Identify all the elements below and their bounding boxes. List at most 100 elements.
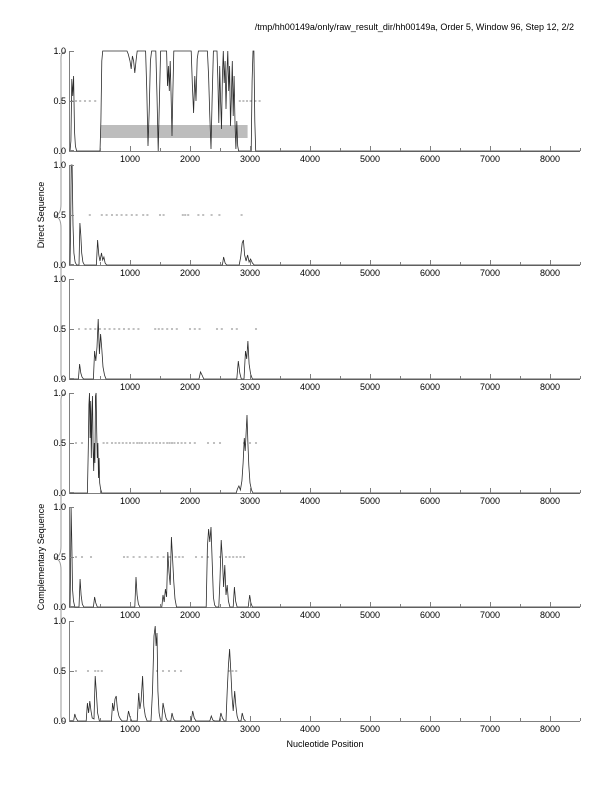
complementary-frame-3-xtick-minor xyxy=(160,718,161,721)
complementary-frame-2-mark xyxy=(235,556,238,558)
direct-frame-3-mark xyxy=(113,328,116,330)
complementary-frame-1-xtick-minor xyxy=(580,490,581,493)
complementary-frame-2-xtick xyxy=(550,602,551,607)
complementary-frame-2-xtick-label: 7000 xyxy=(479,610,501,620)
direct-frame-1-curve xyxy=(70,51,580,151)
complementary-frame-2-ytick-label: 0.0 xyxy=(53,602,66,612)
complementary-frame-1-ytick-label: 1.0 xyxy=(53,388,66,398)
complementary-frame-1-mark xyxy=(80,442,84,444)
complementary-frame-3-xtick-label: 3000 xyxy=(239,724,261,734)
complementary-frame-3-mark xyxy=(155,670,159,672)
direct-frame-2-curve xyxy=(70,165,580,265)
complementary-frame-1-mark xyxy=(118,442,121,444)
direct-frame-2-xtick-minor xyxy=(340,262,341,265)
direct-frame-3-mark xyxy=(84,328,87,330)
complementary-frame-3-xtick xyxy=(370,716,371,721)
direct-frame-3-mark xyxy=(108,328,111,330)
direct-frame-3-mark xyxy=(137,328,140,330)
complementary-frame-3-xtick-label: 7000 xyxy=(479,724,501,734)
direct-frame-1-xtick xyxy=(490,146,491,151)
direct-frame-3-xtick-label: 1000 xyxy=(119,382,141,392)
complementary-frame-1-mark xyxy=(151,442,154,444)
complementary-frame-1-mark xyxy=(184,442,187,444)
direct-frame-3-xtick-label: 4000 xyxy=(299,382,321,392)
direct-frame-3-xtick xyxy=(190,374,191,379)
direct-frame-2-xtick xyxy=(370,260,371,265)
direct-frame-2-xtick-minor xyxy=(460,262,461,265)
direct-frame-3-mark xyxy=(166,328,169,330)
complementary-frame-1-mark xyxy=(110,442,114,444)
direct-frame-2-xtick-minor xyxy=(100,262,101,265)
complementary-frame-2-ytick xyxy=(70,606,74,607)
complementary-frame-1-mark xyxy=(168,442,171,444)
direct-frame-1-xtick xyxy=(190,146,191,151)
direct-frame-3-xtick-minor xyxy=(340,376,341,379)
complementary-frame-3-xtick xyxy=(550,716,551,721)
direct-frame-3-xtick-minor xyxy=(280,376,281,379)
complementary-frame-1-mark xyxy=(158,442,162,444)
complementary-frame-1-mark xyxy=(212,442,216,444)
complementary-frame-3-mark xyxy=(86,670,90,672)
direct-frame-2-axes xyxy=(69,165,580,266)
direct-frame-3-xtick xyxy=(250,374,251,379)
direct-frame-3-xtick-minor xyxy=(400,376,401,379)
complementary-frame-3-mark xyxy=(231,670,234,672)
complementary-frame-1-mark xyxy=(74,442,78,444)
direct-frame-1-axes xyxy=(69,51,580,152)
direct-frame-3-xtick-minor xyxy=(580,376,581,379)
direct-frame-3-mark xyxy=(77,328,81,330)
direct-frame-2-mark xyxy=(181,214,184,216)
direct-frame-1-mark xyxy=(242,100,245,102)
complementary-frame-2-xtick-label: 3000 xyxy=(239,610,261,620)
complementary-frame-1-ytick xyxy=(70,393,74,394)
complementary-frame-3-mark xyxy=(161,670,165,672)
complementary-frame-3-xtick-minor xyxy=(100,718,101,721)
direct-frame-2-xtick xyxy=(250,260,251,265)
complementary-frame-2-xtick-minor xyxy=(580,604,581,607)
complementary-frame-1-mark xyxy=(121,442,124,444)
complementary-frame-1-mark xyxy=(188,442,192,444)
complementary-frame-2-mark xyxy=(132,556,135,558)
direct-frame-1-mark xyxy=(249,100,252,102)
complementary-frame-2-mark xyxy=(89,556,93,558)
complementary-frame-3-axes xyxy=(69,621,580,722)
complementary-frame-3-ytick xyxy=(70,720,74,721)
complementary-frame-2-mark xyxy=(80,556,84,558)
complementary-frame-2-ytick-label: 0.5 xyxy=(53,552,66,562)
complementary-frame-3-mark xyxy=(227,670,231,672)
complementary-frame-1-xtick xyxy=(550,488,551,493)
direct-frame-1-xtick-label: 7000 xyxy=(479,154,501,164)
plot-title: /tmp/hh00149a/only/raw_result_dir/hh0014… xyxy=(254,22,574,32)
direct-frame-2-ytick-label: 0.0 xyxy=(53,260,66,270)
complementary-frame-2-ytick xyxy=(70,507,74,508)
direct-frame-1-xtick xyxy=(130,146,131,151)
complementary-frame-1-xtick-minor xyxy=(220,490,221,493)
direct-frame-3-xtick xyxy=(430,374,431,379)
complementary-frame-3-ytick-label: 1.0 xyxy=(53,616,66,626)
complementary-frame-2-xtick-minor xyxy=(100,604,101,607)
complementary-frame-1-xtick-minor xyxy=(520,490,521,493)
complementary-frame-2-xtick xyxy=(370,602,371,607)
direct-frame-1-xtick-label: 1000 xyxy=(119,154,141,164)
direct-frame-1-xtick-minor xyxy=(340,148,341,151)
direct-frame-1-xtick-minor xyxy=(220,148,221,151)
direct-frame-1-ytick xyxy=(70,51,74,52)
complementary-frame-3-mark xyxy=(179,670,183,672)
complementary-frame-3-mark xyxy=(235,670,238,672)
direct-frame-3-mark xyxy=(188,328,192,330)
direct-frame-2-mark xyxy=(110,214,114,216)
direct-frame-1-plot xyxy=(70,51,580,151)
complementary-frame-2-xtick xyxy=(310,602,311,607)
direct-frame-3-ytick xyxy=(70,279,74,280)
complementary-frame-2-mark xyxy=(168,556,171,558)
direct-frame-3-xtick-label: 6000 xyxy=(419,382,441,392)
complementary-frame-2-mark xyxy=(74,556,78,558)
direct-frame-3-mark xyxy=(230,328,234,330)
complementary-frame-1-mark xyxy=(218,442,222,444)
complementary-frame-3-ytick-label: 0.5 xyxy=(53,666,66,676)
complementary-frame-1-xtick xyxy=(130,488,131,493)
complementary-frame-3-xtick-minor xyxy=(520,718,521,721)
complementary-frame-3-xtick xyxy=(190,716,191,721)
direct-frame-2-mark xyxy=(240,214,243,216)
complementary-frame-1-xtick-minor xyxy=(340,490,341,493)
